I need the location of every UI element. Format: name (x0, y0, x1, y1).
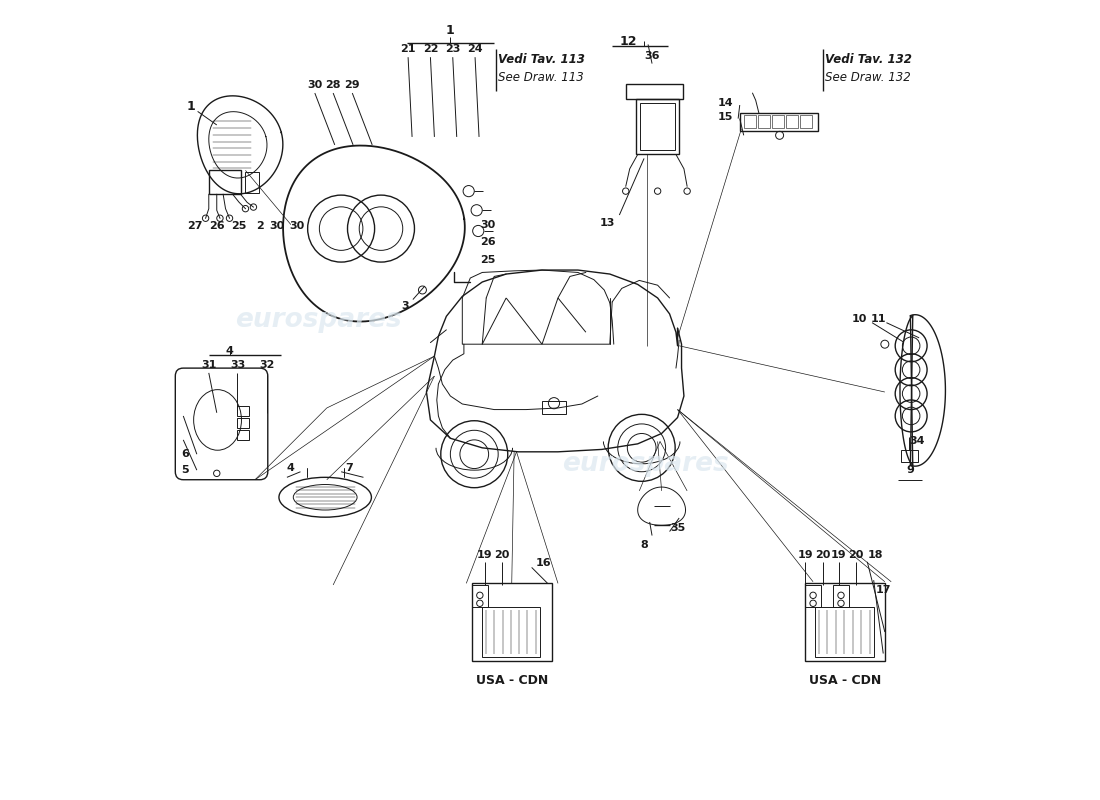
Text: 32: 32 (260, 360, 275, 370)
Text: 1: 1 (446, 24, 454, 38)
Text: 14: 14 (717, 98, 734, 109)
Text: 16: 16 (536, 558, 551, 569)
Text: 27: 27 (187, 222, 204, 231)
Text: 12: 12 (619, 34, 637, 48)
Text: 7: 7 (345, 462, 353, 473)
Text: eurospares: eurospares (235, 307, 403, 334)
Text: 30: 30 (270, 222, 285, 231)
Text: 28: 28 (326, 80, 341, 90)
Text: 11: 11 (871, 314, 887, 324)
Text: 31: 31 (201, 360, 217, 370)
Text: See Draw. 113: See Draw. 113 (498, 70, 584, 84)
Text: 21: 21 (400, 44, 416, 54)
Text: eurospares: eurospares (562, 450, 729, 477)
Text: 4: 4 (287, 462, 295, 473)
Text: 4: 4 (226, 346, 233, 355)
Text: 19: 19 (476, 550, 493, 561)
Text: 6: 6 (180, 450, 189, 459)
Text: 10: 10 (851, 314, 867, 324)
Text: 30: 30 (307, 80, 322, 90)
Text: 33: 33 (230, 360, 245, 370)
Text: 2: 2 (256, 222, 264, 231)
Text: 19: 19 (830, 550, 846, 561)
Text: USA - CDN: USA - CDN (475, 674, 548, 687)
Text: 25: 25 (480, 255, 495, 266)
Text: 15: 15 (717, 112, 733, 122)
Text: 20: 20 (848, 550, 864, 561)
Text: 19: 19 (798, 550, 813, 561)
Text: 29: 29 (344, 80, 360, 90)
Text: 20: 20 (815, 550, 830, 561)
Text: 35: 35 (670, 522, 685, 533)
Text: 26: 26 (480, 237, 496, 247)
Text: 5: 5 (182, 465, 189, 475)
Text: 26: 26 (209, 222, 224, 231)
Text: 13: 13 (600, 218, 615, 228)
Text: 18: 18 (868, 550, 883, 561)
Text: 17: 17 (876, 585, 891, 594)
Text: 34: 34 (909, 437, 924, 446)
Text: See Draw. 132: See Draw. 132 (825, 70, 911, 84)
Text: 24: 24 (468, 44, 483, 54)
Text: 25: 25 (231, 222, 246, 231)
Text: Vedi Tav. 113: Vedi Tav. 113 (498, 54, 585, 66)
Text: 22: 22 (422, 44, 438, 54)
Text: 9: 9 (906, 465, 914, 475)
Text: Vedi Tav. 132: Vedi Tav. 132 (825, 54, 912, 66)
Text: 20: 20 (495, 550, 510, 561)
Text: 30: 30 (289, 222, 304, 231)
Text: USA - CDN: USA - CDN (808, 674, 881, 687)
Text: 23: 23 (446, 44, 461, 54)
Text: 30: 30 (481, 220, 495, 230)
Text: 8: 8 (640, 540, 648, 550)
Text: 3: 3 (402, 301, 409, 311)
Text: 1: 1 (187, 100, 196, 113)
Text: 36: 36 (645, 50, 660, 61)
